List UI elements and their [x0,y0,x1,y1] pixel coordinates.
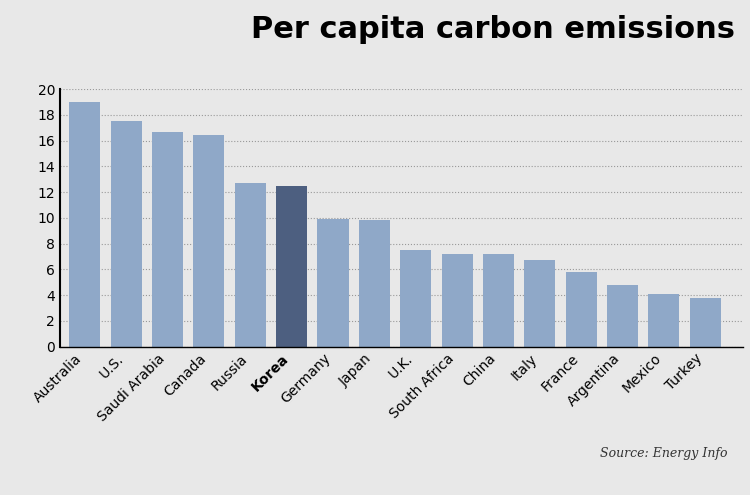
Text: Source: Energy Info: Source: Energy Info [600,447,728,460]
Text: Per capita carbon emissions: Per capita carbon emissions [251,15,735,44]
Bar [317,219,349,346]
Bar [69,102,100,346]
Bar [649,294,680,346]
Bar [690,297,721,346]
Bar [152,132,183,346]
Bar [483,254,514,346]
Bar [276,186,308,346]
Bar [400,250,431,346]
Bar [566,272,597,346]
Bar [442,254,472,346]
Bar [111,121,142,346]
Bar [235,183,266,346]
Bar [607,285,638,346]
Bar [524,260,555,346]
Bar [194,136,224,346]
Bar [358,220,390,346]
